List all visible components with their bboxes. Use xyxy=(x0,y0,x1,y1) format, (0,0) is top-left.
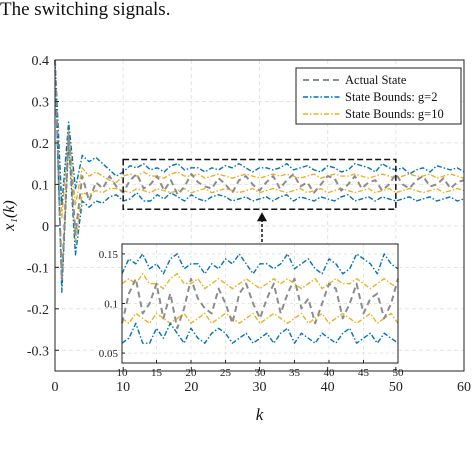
zoom-arrow-head xyxy=(257,212,267,222)
legend: Actual State State Bounds: g=2 State Bou… xyxy=(295,67,462,125)
y-tick-label: -0.3 xyxy=(27,344,49,359)
inset-x-tick-label: 50 xyxy=(393,367,405,379)
inset-x-tick-label: 45 xyxy=(358,367,370,379)
legend-label-bounds-g2: State Bounds: g=2 xyxy=(345,90,437,104)
y-tick-label: -0.1 xyxy=(27,261,49,276)
legend-label-bounds-g10: State Bounds: g=10 xyxy=(345,107,444,121)
inset-series-line-1-upper xyxy=(121,253,399,275)
inset-x-tick-label: 30 xyxy=(255,367,267,379)
inset-x-tick-label: 15 xyxy=(151,367,163,379)
main-axis-ticks: 0 10 20 30 40 50 60 -0.3 -0.2 -0.1 0 0.1 0.2 0.3 0.4 xyxy=(27,54,471,395)
figure-caption: The switching signals. xyxy=(0,0,171,20)
inset-x-tick-label: 40 xyxy=(324,367,336,379)
x-tick-label: 50 xyxy=(389,380,403,395)
x-tick-label: 30 xyxy=(253,380,267,395)
inset-y-tick-label: 0.15 xyxy=(99,249,119,261)
zoom-arrow xyxy=(257,212,267,242)
y-tick-label: 0.1 xyxy=(32,178,50,193)
x-tick-label: 10 xyxy=(116,380,130,395)
y-tick-label: 0 xyxy=(42,220,49,235)
inset-x-tick-label: 25 xyxy=(220,367,232,379)
x-tick-label: 40 xyxy=(321,380,335,395)
inset-series-line-2-lower xyxy=(121,312,399,325)
y-tick-label: 0.3 xyxy=(32,95,50,110)
y-tick-label: -0.2 xyxy=(27,303,49,318)
inset-y-tick-label: 0.05 xyxy=(99,348,119,360)
y-tick-label: 0.2 xyxy=(32,137,50,152)
x-tick-label: 60 xyxy=(457,380,471,395)
x-axis-label: k xyxy=(256,405,264,424)
inset-chart: 10 15 20 25 30 35 40 45 50 0.05 0.1 0.15 xyxy=(99,243,405,379)
inset-x-tick-label: 20 xyxy=(186,367,198,379)
inset-x-tick-label: 10 xyxy=(117,367,129,379)
y-axis-label: x₁(k) xyxy=(1,200,18,231)
legend-box xyxy=(295,67,462,125)
inset-series-line-1-lower xyxy=(121,322,399,344)
legend-label-actual-state: Actual State xyxy=(345,73,407,87)
inset-y-tick-label: 0.1 xyxy=(104,299,118,311)
series-line-0 xyxy=(54,59,465,281)
zoom-region-box xyxy=(122,158,397,211)
inset-frame xyxy=(121,243,399,364)
y-tick-label: 0.4 xyxy=(32,54,50,69)
inset-x-tick-label: 35 xyxy=(289,367,301,379)
x-tick-label: 0 xyxy=(52,380,59,395)
inset-series-line-2-upper xyxy=(121,273,399,290)
x-tick-label: 20 xyxy=(184,380,198,395)
